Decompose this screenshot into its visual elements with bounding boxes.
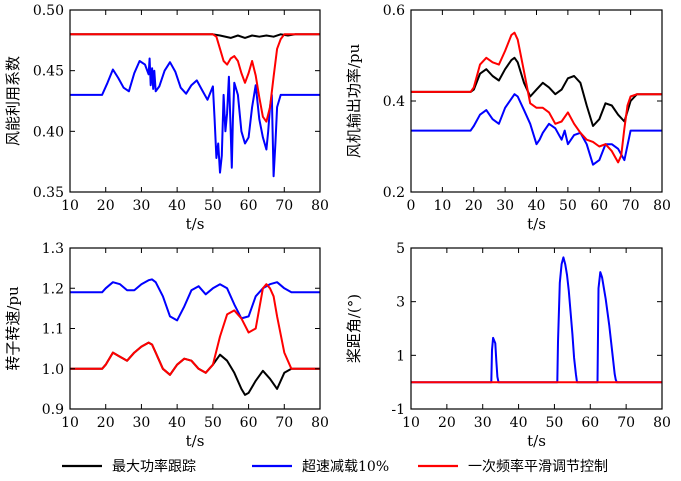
- x-tick-label: 40: [168, 415, 186, 431]
- y-tick-label: 0.40: [33, 124, 64, 140]
- x-axis-label: t/s: [186, 215, 205, 233]
- x-tick-label: 20: [438, 415, 456, 431]
- x-tick-label: 10: [61, 198, 79, 214]
- x-tick-label: 60: [590, 198, 608, 214]
- x-tick-label: 40: [168, 198, 186, 214]
- x-tick-label: 50: [204, 415, 222, 431]
- series-line-smooth-frequency-control: [70, 33, 320, 123]
- y-tick-label: 0.2: [383, 185, 405, 201]
- series-line-overspeed-deload: [411, 93, 662, 166]
- y-tick-label: 0.35: [33, 185, 64, 201]
- y-tick-label: 1.1: [42, 322, 64, 338]
- legend-item-max-power-tracking: 最大功率跟踪: [62, 458, 196, 475]
- x-tick-label: 10: [433, 198, 451, 214]
- x-tick-label: 20: [97, 415, 115, 431]
- chart-panel-wind-turbine-output-power: 0 10 20 30 40 50 60 70 80 0.2 0.4 0.6 t/s 风机输出功率/pu: [345, 3, 671, 233]
- legend-label: 最大功率跟踪: [112, 458, 196, 475]
- series-group: [70, 278, 320, 396]
- x-axis-label: t/s: [527, 432, 546, 450]
- legend-label: 超速减载10%: [302, 459, 389, 475]
- series-group: [70, 33, 320, 178]
- legend-label: 一次频率平滑调节控制: [468, 458, 608, 475]
- x-tick-label: 30: [133, 415, 151, 431]
- y-axis-label: 风机输出功率/pu: [345, 44, 363, 159]
- x-axis-label: t/s: [186, 432, 205, 450]
- x-tick-label: 70: [617, 415, 635, 431]
- x-tick-label: 20: [97, 198, 115, 214]
- series-line-overspeed-deload: [70, 278, 320, 322]
- y-tick-label: 1.2: [42, 281, 64, 297]
- plot-frame: [69, 9, 321, 193]
- y-tick-label: 0.50: [33, 3, 64, 19]
- y-tick-label: 1.0: [42, 362, 64, 378]
- y-tick-label: 0.4: [383, 94, 405, 110]
- x-axis-label: t/s: [527, 215, 546, 233]
- x-tick-label: 60: [240, 415, 258, 431]
- y-axis-label: 转子转速/pu: [4, 286, 22, 371]
- y-tick-label: 1: [396, 348, 405, 364]
- plot-frame: [410, 9, 663, 193]
- series-line-smooth-frequency-control: [411, 31, 662, 164]
- x-tick-label: 50: [546, 415, 564, 431]
- series-line-max-power-tracking: [411, 56, 662, 127]
- x-tick-label: 60: [240, 198, 258, 214]
- x-tick-label: 0: [407, 198, 416, 214]
- x-tick-label: 40: [510, 415, 528, 431]
- x-tick-label: 50: [559, 198, 577, 214]
- chart-panel-pitch-angle: 10 20 30 40 50 60 70 80 -1 1 3 5 t/s 桨距角/(°): [345, 241, 671, 450]
- series-group: [411, 31, 662, 166]
- x-tick-label: 80: [653, 198, 671, 214]
- y-tick-label: 0.45: [33, 64, 64, 80]
- series-line-overspeed-deload: [411, 256, 662, 384]
- y-tick-label: 3: [396, 295, 405, 311]
- plot-frame: [69, 247, 321, 410]
- x-tick-label: 20: [465, 198, 483, 214]
- x-tick-label: 70: [622, 198, 640, 214]
- legend-item-smooth-frequency-control: 一次频率平滑调节控制: [418, 458, 608, 475]
- series-group: [411, 256, 662, 384]
- x-tick-label: 10: [402, 415, 420, 431]
- series-line-overspeed-deload: [70, 57, 320, 178]
- y-tick-label: 1.3: [42, 241, 64, 257]
- x-tick-label: 80: [311, 415, 329, 431]
- series-line-max-power-tracking: [70, 341, 320, 396]
- x-tick-label: 10: [61, 415, 79, 431]
- legend: 最大功率跟踪 超速减载10% 一次频率平滑调节控制: [62, 458, 608, 475]
- chart-panel-wind-energy-coefficient: 10 20 30 40 50 60 70 80 0.35 0.40 0.45 0.50 t/s 风能利用系…: [4, 3, 329, 233]
- y-axis-label: 桨距角/(°): [345, 294, 363, 363]
- x-tick-label: 30: [133, 198, 151, 214]
- x-tick-label: 70: [275, 415, 293, 431]
- legend-item-overspeed-deload: 超速减载10%: [252, 459, 389, 475]
- y-tick-label: 0.9: [42, 402, 64, 418]
- plot-frame: [410, 247, 663, 410]
- y-tick-label: 0.6: [383, 3, 405, 19]
- chart-panel-rotor-speed: 10 20 30 40 50 60 70 80 0.9 1.0 1.1 1.2 1.3 t/s 转子转速/p…: [4, 241, 329, 450]
- x-tick-label: 70: [275, 198, 293, 214]
- y-axis-label: 风能利用系数: [4, 56, 22, 146]
- x-tick-label: 80: [653, 415, 671, 431]
- y-tick-label: -1: [391, 402, 405, 418]
- y-tick-label: 5: [396, 241, 405, 257]
- x-tick-label: 60: [581, 415, 599, 431]
- x-tick-label: 50: [204, 198, 222, 214]
- series-line-smooth-frequency-control: [70, 283, 320, 376]
- x-tick-label: 30: [474, 415, 492, 431]
- x-tick-label: 80: [311, 198, 329, 214]
- x-tick-label: 40: [528, 198, 546, 214]
- x-tick-label: 30: [496, 198, 514, 214]
